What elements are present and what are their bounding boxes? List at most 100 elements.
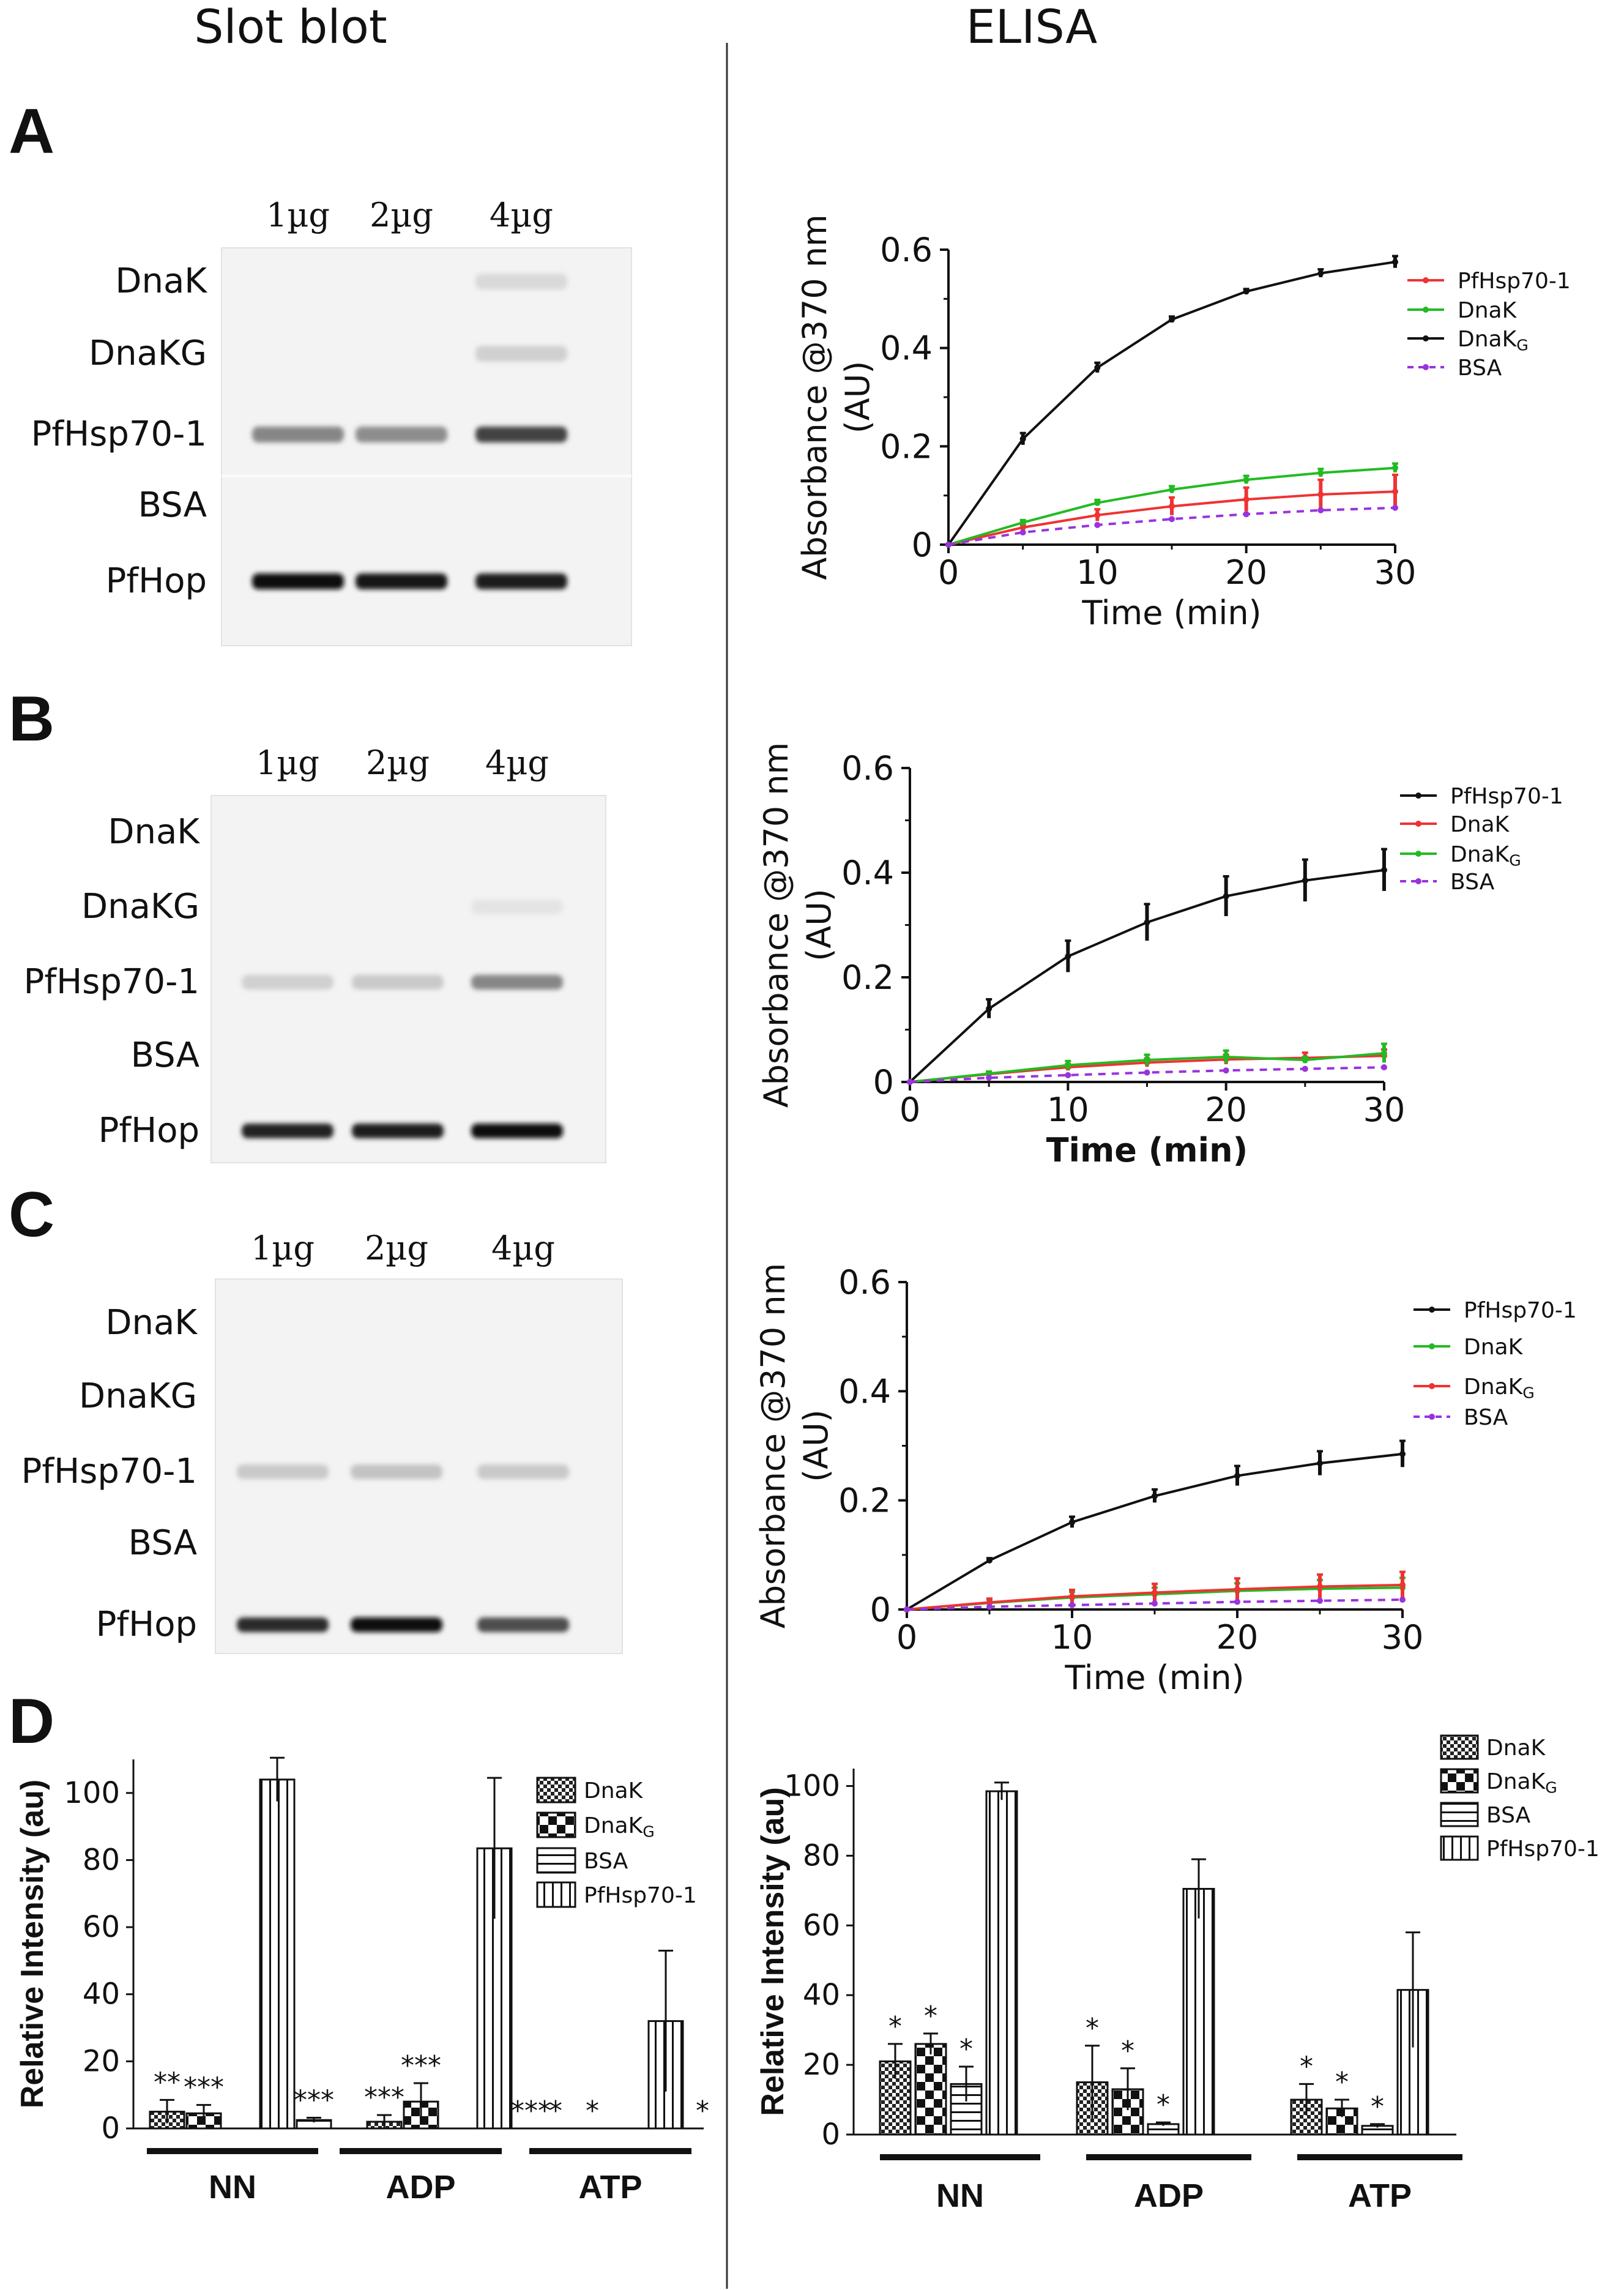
significance-mark: * (1371, 2091, 1384, 2122)
data-point (1019, 524, 1026, 531)
blot-band (477, 1464, 569, 1479)
data-point (907, 1079, 913, 1085)
legend-label: DnaKG (1458, 327, 1529, 354)
category-label: ADP (386, 2169, 455, 2206)
data-point (1392, 504, 1398, 511)
data-point (1243, 511, 1250, 518)
blot-row-label: DnaK (115, 261, 207, 301)
y-tick-label: 0.2 (841, 958, 894, 997)
legend-marker (1429, 1414, 1435, 1420)
data-point (1399, 1581, 1406, 1588)
data-point (1152, 1493, 1158, 1499)
blot-band (351, 1464, 442, 1479)
data-point (1019, 529, 1026, 535)
blot-band (352, 1124, 444, 1138)
blot-band (356, 573, 447, 589)
y-tick-label: 0.4 (838, 1372, 891, 1411)
data-point (1317, 1597, 1323, 1604)
x-tick-label: 30 (1374, 553, 1417, 592)
blot-amount-label: 1µg (251, 1229, 315, 1267)
data-point (1234, 1586, 1240, 1593)
series-line (909, 868, 1385, 1083)
blot-row-label: DnaK (105, 1303, 198, 1343)
y-tick-label: 0 (873, 1063, 894, 1102)
blot-amount-label: 2µg (365, 1229, 428, 1267)
elisa-chart-C: 0 10 20 30 0 0.2 0.4 0.6 Time (min) Absorbance @3… (754, 1263, 1577, 1697)
data-point (1169, 316, 1175, 323)
y-tick-label: 0 (912, 526, 933, 564)
y-tick-label: 40 (803, 1978, 840, 2012)
data-point (1399, 1450, 1406, 1457)
blot-amount-label: 1µg (256, 744, 319, 782)
legend-label: DnaKG (1486, 1769, 1557, 1796)
legend-label: BSA (1450, 870, 1495, 895)
x-tick-label: 0 (896, 1618, 917, 1657)
legend-label: PfHsp70-1 (584, 1883, 697, 1908)
blot-band (471, 900, 563, 914)
data-point (1317, 491, 1324, 498)
data-point (1302, 1065, 1308, 1072)
y-axis-label: Absorbance @370 nm (795, 214, 834, 580)
x-tick-label: 0 (938, 553, 959, 592)
data-point (1065, 953, 1071, 960)
significance-mark: *** (511, 2095, 551, 2127)
blot-amount-label: 4µg (491, 1229, 555, 1267)
y-tick-label: 60 (803, 1908, 840, 1942)
legend-marker (1423, 277, 1429, 283)
slot-blot-B: 1µg 2µg 4µg DnaK DnaKG PfHsp70-1 BSA PfHop (24, 744, 606, 1163)
legend-marker (1415, 793, 1421, 799)
y-axis-label-units: (AU) (838, 361, 877, 434)
significance-mark: * (549, 2095, 562, 2127)
legend-swatch (1440, 1734, 1479, 1760)
data-point (1317, 270, 1324, 277)
legend-marker (1423, 335, 1429, 341)
legend-swatch (536, 1847, 576, 1874)
x-axis-label: Time (min) (1046, 1131, 1248, 1169)
data-point (1243, 496, 1250, 503)
bar (985, 1790, 1018, 2136)
data-point (1317, 469, 1324, 476)
legend-label: DnaK (1450, 812, 1510, 837)
x-tick-label: 10 (1051, 1618, 1093, 1657)
data-point (1094, 521, 1101, 528)
data-point (1317, 1460, 1323, 1467)
data-point (1169, 487, 1175, 493)
blot-band (237, 1464, 329, 1479)
legend-marker (1415, 821, 1421, 827)
category-label: NN (936, 2177, 984, 2214)
significance-mark: * (1121, 2035, 1134, 2067)
category-underline (340, 2148, 502, 2154)
significance-mark: * (586, 2095, 599, 2127)
elisa-chart-A: 0 10 20 30 0 0.2 0.4 0.6 Time (min) Absorbance @3… (795, 214, 1571, 632)
x-tick-label: 20 (1205, 1091, 1247, 1129)
data-point (986, 1005, 993, 1012)
y-tick-label: 100 (784, 1769, 840, 1803)
significance-mark: *** (294, 2084, 334, 2116)
significance-mark: * (1157, 2089, 1170, 2120)
blot-row-label: DnaKG (79, 1376, 197, 1416)
x-tick-label: 30 (1363, 1091, 1406, 1129)
category-label: NN (209, 2169, 256, 2206)
data-point (1152, 1600, 1158, 1607)
blot-amount-label: 4µg (485, 744, 549, 782)
category-underline (147, 2148, 318, 2154)
panel-label-A: A (9, 96, 54, 167)
legend-swatch (536, 1777, 576, 1803)
data-point (1094, 512, 1101, 518)
blot-band (242, 1124, 333, 1138)
blot-band (475, 573, 567, 589)
legend-marker (1415, 878, 1421, 884)
significance-mark: * (1335, 2067, 1349, 2098)
y-axis-label-units: (AU) (797, 1409, 835, 1482)
data-point (1392, 488, 1398, 495)
y-axis-label-units: (AU) (800, 889, 838, 961)
data-point (1317, 1583, 1323, 1590)
bar (1182, 1887, 1215, 2136)
category-label: ADP (1134, 2177, 1204, 2214)
legend-label: BSA (1464, 1405, 1508, 1430)
y-axis-label: Absorbance @370 nm (754, 1263, 792, 1628)
data-point (1381, 867, 1387, 873)
blot-band (475, 346, 567, 362)
data-point (1317, 507, 1324, 513)
y-tick-label: 40 (83, 1977, 120, 2012)
